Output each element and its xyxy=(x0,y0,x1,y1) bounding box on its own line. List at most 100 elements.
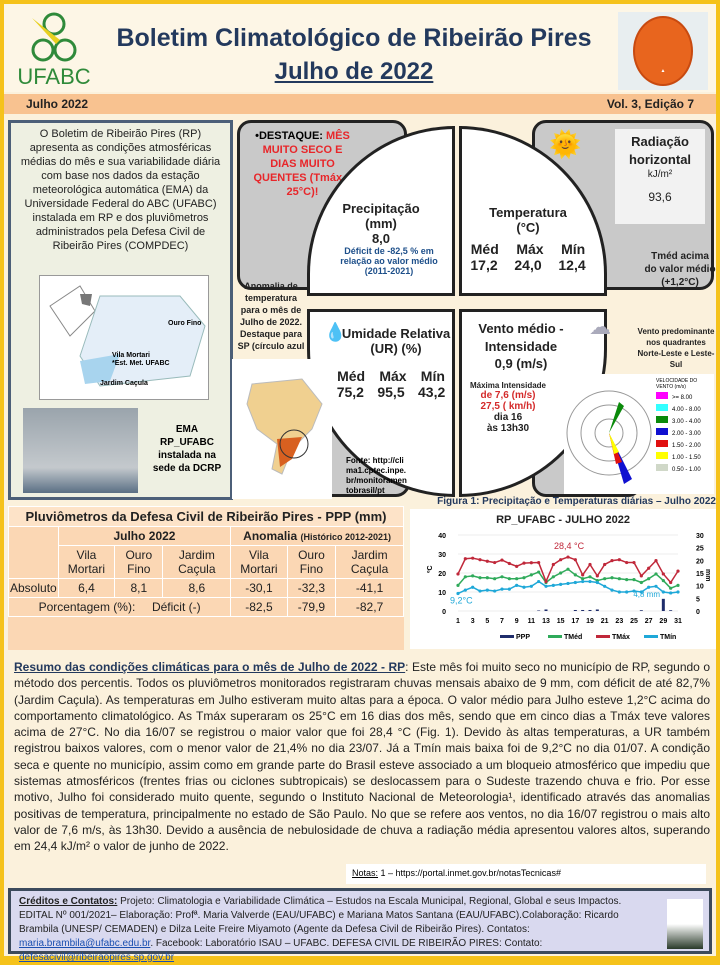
x-tick-label: 11 xyxy=(528,618,536,625)
data-point xyxy=(515,577,519,581)
table-cell: 8,6 xyxy=(162,578,232,598)
email-link-defesa-civil[interactable]: defesacivil@ribeiraopires.sp.gov.br xyxy=(19,952,175,963)
wind-max-label: Máxima Intensidade xyxy=(469,381,547,390)
ppp-bar xyxy=(544,609,548,611)
page-title: Boletim Climatológico de Ribeirão Pires xyxy=(116,24,592,52)
data-point xyxy=(529,573,533,577)
data-point xyxy=(478,589,482,593)
data-point xyxy=(639,574,643,578)
data-point xyxy=(507,561,511,566)
data-point xyxy=(493,577,497,581)
table-cell: -41,1 xyxy=(335,578,404,598)
data-point xyxy=(493,589,497,593)
legend-swatch xyxy=(548,635,562,638)
sun-icon: 🌞 xyxy=(549,129,582,159)
table-group-anomaly: Anomalia (Histórico 2012-2021) xyxy=(230,526,404,546)
deficit-label: Déficit (-) xyxy=(151,600,201,614)
legend-label: 3.00 - 4.00 xyxy=(672,419,701,425)
column-header: Vila Mortari xyxy=(57,545,116,579)
y-tick-label: 30 xyxy=(438,552,446,559)
header: UFABC Boletim Climatológico de Ribeirão … xyxy=(4,4,716,92)
email-link-ufabc[interactable]: maria.brambila@ufabc.edu.br xyxy=(19,938,151,949)
data-point xyxy=(588,575,592,579)
data-point xyxy=(581,577,585,581)
data-point xyxy=(610,559,614,563)
column-header: Vila Mortari xyxy=(230,545,288,579)
wind-legend-item: 0.50 - 1.00 xyxy=(656,464,701,476)
y2-tick-label: 15 xyxy=(696,571,704,578)
data-point xyxy=(463,588,467,592)
table-group-july: Julho 2022 xyxy=(57,526,232,546)
bulletin-page: UFABC Boletim Climatológico de Ribeirão … xyxy=(4,4,716,963)
temp-title: Temperatura xyxy=(489,205,567,220)
data-point xyxy=(522,576,526,580)
data-point xyxy=(573,573,577,577)
y2-tick-label: 30 xyxy=(696,533,704,540)
humidity-label-min: Mín xyxy=(420,368,445,384)
ppp-bar xyxy=(581,609,585,611)
map-label-ouro-fino: Ouro Fino xyxy=(168,320,202,327)
data-point xyxy=(573,580,577,585)
wind-value: 0,9 (m/s) xyxy=(494,356,548,371)
data-point xyxy=(588,562,592,567)
wind-max-time: às 13h30 xyxy=(486,423,530,434)
data-point xyxy=(566,581,570,586)
wind-legend-item: 2.00 - 3.00 xyxy=(656,428,701,440)
data-point xyxy=(537,570,541,574)
defesa-civil-logo: ▲ xyxy=(618,12,708,90)
data-point xyxy=(559,582,563,586)
x-tick-label: 25 xyxy=(630,618,638,625)
x-tick-label: 1 xyxy=(456,618,460,625)
temp-anomaly-note: Tméd acima do valor médio (+1,2°C) xyxy=(644,251,716,288)
table-cell: -82,7 xyxy=(335,597,404,617)
data-point xyxy=(603,562,607,567)
data-point xyxy=(529,584,533,588)
wind-legend-item: 3.00 - 4.00 xyxy=(656,416,701,428)
anomaly-label: Anomalia xyxy=(243,529,298,543)
data-point xyxy=(500,558,504,562)
data-point xyxy=(544,579,548,584)
ema-caption: EMA RP_UFABC instalada na sede da DCRP xyxy=(143,423,231,475)
y-tick-label: 0 xyxy=(442,609,446,616)
data-point xyxy=(544,584,548,588)
notes-text: 1 – https://portal.inmet.gov.br/notasTec… xyxy=(378,868,561,878)
legend-label: 1.00 - 1.50 xyxy=(672,455,701,461)
data-point xyxy=(676,590,680,594)
table-cell: 8,1 xyxy=(114,578,164,598)
precip-note: Déficit de -82,5 % em relação ao valor m… xyxy=(340,246,438,276)
data-point xyxy=(632,578,636,582)
humidity-label-med: Méd xyxy=(337,368,366,384)
data-point xyxy=(500,575,504,579)
wind-note: Vento predominante nos quadrantes Norte-… xyxy=(637,327,715,369)
data-point xyxy=(566,567,570,571)
wind-max-day: dia 16 xyxy=(493,412,523,423)
data-point xyxy=(669,580,673,585)
wind-rose: VELOCIDADE DO VENTO (m/s) >= 8.00 4.00 - … xyxy=(564,374,714,494)
y2-axis-label: mm xyxy=(704,569,711,581)
data-point xyxy=(617,558,621,562)
wind-legend-item: >= 8.00 xyxy=(656,392,701,404)
data-point xyxy=(595,580,599,585)
ppp-bar xyxy=(588,609,592,611)
location-map: Ouro Fino Vila Mortari *Est. Met. UFABC … xyxy=(39,275,209,400)
ema-caption-line: instalada na xyxy=(158,450,216,461)
data-point xyxy=(588,579,592,584)
data-point xyxy=(632,589,636,593)
credits: Créditos e Contatos: Projeto: Climatolog… xyxy=(8,888,712,963)
map-label-jardim-cacula: Jardim Caçula xyxy=(100,380,148,387)
highlight-label: •DESTAQUE: xyxy=(255,130,327,142)
radiation-unit: kJ/m² xyxy=(647,169,673,180)
column-header: Jardim Caçula xyxy=(162,545,232,579)
annotation-ppp: 4,8 mm xyxy=(633,590,660,599)
y-tick-label: 40 xyxy=(438,533,446,540)
humidity-label-max: Máx xyxy=(379,368,407,384)
wind-legend-item: 1.50 - 2.00 xyxy=(656,440,701,452)
temp-value-min: 12,4 xyxy=(558,257,586,273)
table-cell: 6,4 xyxy=(57,578,116,598)
data-point xyxy=(456,583,460,587)
data-point xyxy=(529,561,533,565)
data-point xyxy=(625,590,629,594)
legend-label: 4.00 - 8.00 xyxy=(672,407,701,413)
column-header: Ouro Fino xyxy=(286,545,337,579)
data-point xyxy=(669,591,673,595)
